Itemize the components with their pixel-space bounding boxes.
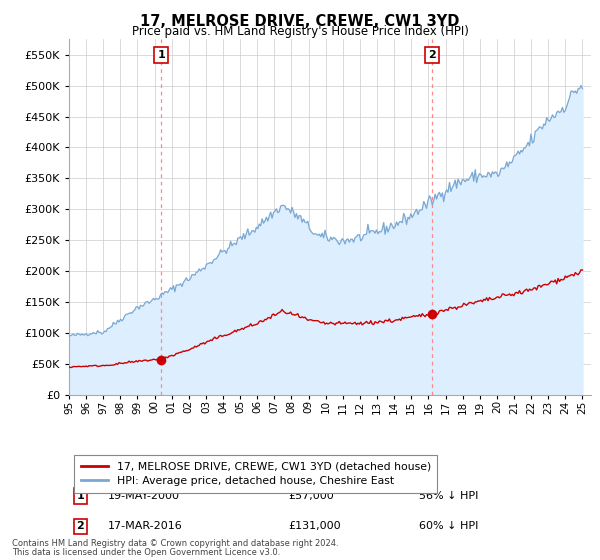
Text: 56% ↓ HPI: 56% ↓ HPI — [419, 491, 478, 501]
Text: 17, MELROSE DRIVE, CREWE, CW1 3YD: 17, MELROSE DRIVE, CREWE, CW1 3YD — [140, 14, 460, 29]
Text: £57,000: £57,000 — [288, 491, 334, 501]
Text: 2: 2 — [77, 521, 85, 531]
Legend: 17, MELROSE DRIVE, CREWE, CW1 3YD (detached house), HPI: Average price, detached: 17, MELROSE DRIVE, CREWE, CW1 3YD (detac… — [74, 455, 437, 493]
Text: 2: 2 — [428, 50, 436, 60]
Text: 19-MAY-2000: 19-MAY-2000 — [108, 491, 180, 501]
Text: Price paid vs. HM Land Registry's House Price Index (HPI): Price paid vs. HM Land Registry's House … — [131, 25, 469, 38]
Text: 60% ↓ HPI: 60% ↓ HPI — [419, 521, 478, 531]
Text: £131,000: £131,000 — [288, 521, 341, 531]
Text: 1: 1 — [77, 491, 85, 501]
Text: 1: 1 — [157, 50, 165, 60]
Text: This data is licensed under the Open Government Licence v3.0.: This data is licensed under the Open Gov… — [12, 548, 280, 557]
Text: 17-MAR-2016: 17-MAR-2016 — [108, 521, 183, 531]
Text: Contains HM Land Registry data © Crown copyright and database right 2024.: Contains HM Land Registry data © Crown c… — [12, 539, 338, 548]
